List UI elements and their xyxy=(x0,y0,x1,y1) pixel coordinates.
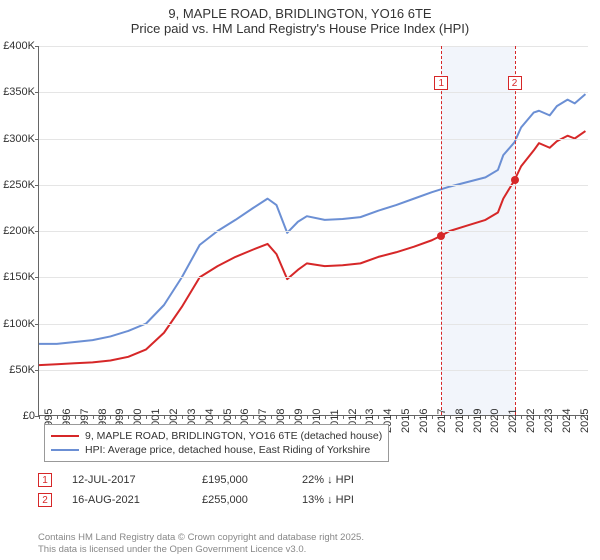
legend-label: 9, MAPLE ROAD, BRIDLINGTON, YO16 6TE (de… xyxy=(85,430,382,442)
legend-swatch xyxy=(51,449,79,451)
title-block: 9, MAPLE ROAD, BRIDLINGTON, YO16 6TE Pri… xyxy=(0,0,600,38)
sale-date: 16-AUG-2021 xyxy=(72,494,182,506)
footer-line: This data is licensed under the Open Gov… xyxy=(38,544,364,556)
footer-line: Contains HM Land Registry data © Crown c… xyxy=(38,532,364,544)
sales-row: 2 16-AUG-2021 £255,000 13% ↓ HPI xyxy=(38,490,402,510)
sales-row: 1 12-JUL-2017 £195,000 22% ↓ HPI xyxy=(38,470,402,490)
title-subtitle: Price paid vs. HM Land Registry's House … xyxy=(0,21,600,36)
legend-item: HPI: Average price, detached house, East… xyxy=(51,443,382,457)
sale-price: £255,000 xyxy=(202,494,282,506)
chart-container: 9, MAPLE ROAD, BRIDLINGTON, YO16 6TE Pri… xyxy=(0,0,600,560)
chart-marker-badge: 1 xyxy=(434,76,448,90)
chart-legend: 9, MAPLE ROAD, BRIDLINGTON, YO16 6TE (de… xyxy=(44,424,389,462)
title-address: 9, MAPLE ROAD, BRIDLINGTON, YO16 6TE xyxy=(0,6,600,21)
legend-label: HPI: Average price, detached house, East… xyxy=(85,444,370,456)
chart-plot-area: £0£50K£100K£150K£200K£250K£300K£350K£400… xyxy=(38,46,588,416)
legend-swatch xyxy=(51,435,79,437)
sale-date: 12-JUL-2017 xyxy=(72,474,182,486)
sale-hpi-diff: 13% ↓ HPI xyxy=(302,494,402,506)
sale-marker-badge: 2 xyxy=(38,493,52,507)
footer-attribution: Contains HM Land Registry data © Crown c… xyxy=(38,532,364,556)
legend-item: 9, MAPLE ROAD, BRIDLINGTON, YO16 6TE (de… xyxy=(51,429,382,443)
sale-point-dot xyxy=(511,176,519,184)
sale-price: £195,000 xyxy=(202,474,282,486)
sale-hpi-diff: 22% ↓ HPI xyxy=(302,474,402,486)
sale-marker-badge: 1 xyxy=(38,473,52,487)
chart-marker-badge: 2 xyxy=(508,76,522,90)
sale-point-dot xyxy=(437,232,445,240)
sales-table: 1 12-JUL-2017 £195,000 22% ↓ HPI 2 16-AU… xyxy=(38,470,402,510)
